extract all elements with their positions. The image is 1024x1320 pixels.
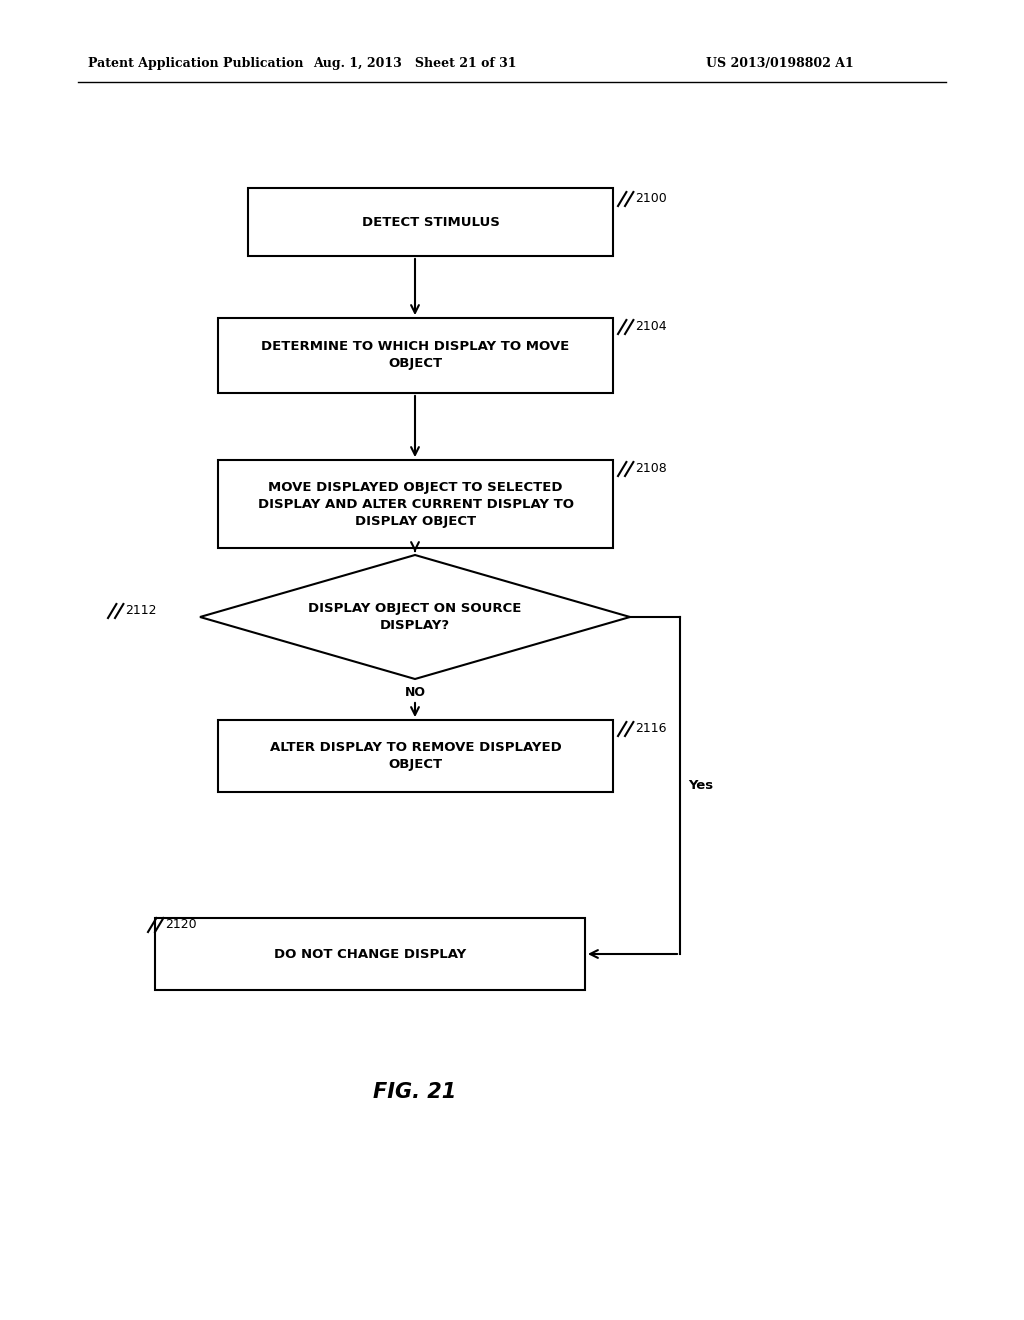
Text: NO: NO (404, 686, 426, 700)
Text: 2120: 2120 (165, 917, 197, 931)
Text: DETERMINE TO WHICH DISPLAY TO MOVE
OBJECT: DETERMINE TO WHICH DISPLAY TO MOVE OBJEC… (261, 341, 569, 371)
Text: 2116: 2116 (635, 722, 667, 735)
Text: 2112: 2112 (125, 605, 157, 616)
Text: Aug. 1, 2013   Sheet 21 of 31: Aug. 1, 2013 Sheet 21 of 31 (313, 58, 517, 70)
Text: MOVE DISPLAYED OBJECT TO SELECTED
DISPLAY AND ALTER CURRENT DISPLAY TO
DISPLAY O: MOVE DISPLAYED OBJECT TO SELECTED DISPLA… (257, 480, 573, 528)
FancyBboxPatch shape (248, 187, 613, 256)
Text: 2108: 2108 (635, 462, 667, 475)
FancyBboxPatch shape (218, 459, 613, 548)
FancyBboxPatch shape (218, 719, 613, 792)
Text: US 2013/0198802 A1: US 2013/0198802 A1 (707, 58, 854, 70)
FancyBboxPatch shape (218, 318, 613, 393)
Text: 2104: 2104 (635, 319, 667, 333)
Text: DISPLAY OBJECT ON SOURCE
DISPLAY?: DISPLAY OBJECT ON SOURCE DISPLAY? (308, 602, 521, 632)
Text: DO NOT CHANGE DISPLAY: DO NOT CHANGE DISPLAY (273, 948, 466, 961)
Text: Yes: Yes (688, 779, 713, 792)
FancyBboxPatch shape (155, 917, 585, 990)
Text: ALTER DISPLAY TO REMOVE DISPLAYED
OBJECT: ALTER DISPLAY TO REMOVE DISPLAYED OBJECT (269, 741, 561, 771)
Text: 2100: 2100 (635, 191, 667, 205)
Text: DETECT STIMULUS: DETECT STIMULUS (361, 215, 500, 228)
Text: Patent Application Publication: Patent Application Publication (88, 58, 303, 70)
Text: FIG. 21: FIG. 21 (374, 1082, 457, 1102)
